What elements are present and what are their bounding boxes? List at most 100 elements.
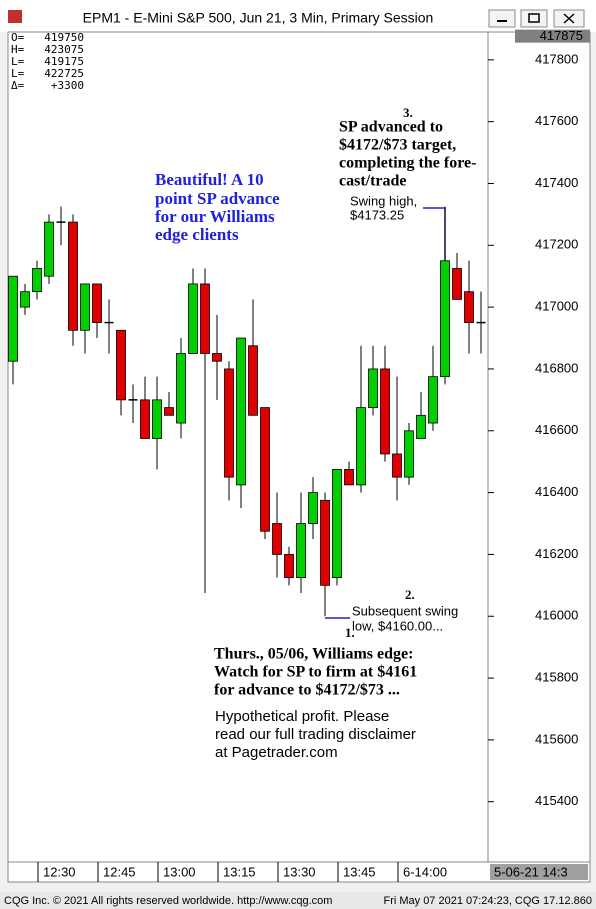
swing-low-note: Subsequent swing (352, 603, 458, 618)
header-value: 419175 (44, 55, 84, 68)
y-tick-label: 415600 (535, 731, 578, 746)
candle-body (200, 283, 210, 354)
candle-body (20, 291, 30, 308)
y-tick-label: 417800 (535, 51, 578, 66)
header-value: 423075 (44, 43, 84, 56)
candle-body (296, 523, 306, 579)
x-tick-label: 12:30 (43, 864, 76, 879)
target-note: $4172/$73 target, (339, 137, 456, 154)
candle-body (8, 275, 18, 362)
edge-note: for advance to $4172/$73 ... (214, 682, 400, 699)
candle-body (464, 291, 474, 323)
candle-body (368, 368, 378, 408)
footer-left: CQG Inc. © 2021 All rights reserved worl… (4, 895, 332, 907)
candle-body (140, 399, 150, 439)
candle-body (44, 221, 54, 277)
minimize-button[interactable] (488, 9, 516, 28)
edge-note: Watch for SP to firm at $4161 (214, 664, 417, 681)
blue-note: for our Williams (155, 207, 275, 226)
disclaimer: at Pagetrader.com (215, 744, 338, 761)
candle-body (236, 337, 246, 486)
candle-body (380, 368, 390, 455)
candle-body (416, 414, 426, 439)
disclaimer: read our full trading disclaimer (215, 726, 416, 743)
candle-body (68, 221, 78, 331)
candle-body (248, 345, 258, 416)
candle-body (188, 283, 198, 354)
y-tick-label: 416600 (535, 422, 578, 437)
footer-right: Fri May 07 2021 07:24:23, CQG 17.12.860 (383, 895, 592, 907)
candle-body (356, 407, 366, 486)
y-tick-label: 416000 (535, 608, 578, 623)
header-value: 422725 (44, 67, 84, 80)
candle-body (332, 469, 342, 579)
x-tick-label: 13:00 (163, 864, 196, 879)
candle-body (224, 368, 234, 478)
y-tick-label: 415800 (535, 670, 578, 685)
header-value: +3300 (51, 79, 84, 92)
x-end-label: 5-06-21 14:3 (494, 864, 568, 879)
maximize-icon (528, 13, 540, 23)
candle-body (152, 399, 162, 439)
blue-note: edge clients (155, 225, 239, 244)
swing-high-note: $4173.25 (350, 207, 404, 222)
swing-low-note: low, $4160.00... (352, 618, 443, 633)
maximize-button[interactable] (520, 9, 548, 28)
y-tick-label: 417600 (535, 113, 578, 128)
candle-body (116, 329, 126, 401)
x-tick-label: 13:15 (223, 864, 256, 879)
status-bar (0, 892, 596, 909)
x-end-box (490, 864, 588, 880)
x-tick-label: 12:45 (103, 864, 136, 879)
y-tick-label: 417200 (535, 237, 578, 252)
y-tick-label: 416200 (535, 546, 578, 561)
annotations: Beautiful! A 10 point SP advance for our… (155, 105, 476, 761)
y-tick-label: 416800 (535, 360, 578, 375)
window-buttons (488, 9, 585, 28)
disclaimer: Hypothetical profit. Please (215, 708, 389, 725)
header-label: L= (11, 55, 25, 68)
y-tick-label: 417400 (535, 175, 578, 190)
candle-body (320, 499, 330, 586)
candle-body (272, 523, 282, 555)
close-icon (563, 13, 575, 24)
x-tick-label: 13:45 (343, 864, 376, 879)
target-note: cast/trade (339, 173, 407, 190)
app-icon (8, 10, 22, 23)
blue-note: point SP advance (155, 189, 280, 208)
swing-high-note: Swing high, (350, 193, 417, 208)
candle-body (344, 469, 354, 486)
candle-body (164, 407, 174, 416)
target-note: SP advanced to (339, 119, 443, 136)
y-tick-label: 417000 (535, 299, 578, 314)
header-value: 419750 (44, 31, 84, 44)
candle-body (284, 554, 294, 579)
candle-body (404, 430, 414, 478)
step-number: 2. (405, 587, 415, 602)
candle-body (428, 376, 438, 424)
x-tick-label: 13:30 (283, 864, 316, 879)
time-axis (7, 861, 591, 883)
candle-body (92, 283, 102, 323)
header-label: L= (11, 67, 25, 80)
candle-body (176, 353, 186, 424)
last-price-box (515, 29, 590, 43)
blue-note: Beautiful! A 10 (155, 170, 264, 189)
edge-note: Thurs., 05/06, Williams edge: (214, 646, 413, 663)
y-tick-label: 415400 (535, 793, 578, 808)
header-label: Δ= (11, 79, 25, 92)
step-number: 3. (403, 105, 413, 120)
candles (8, 206, 486, 617)
candle-body (80, 283, 90, 331)
candle-body (308, 492, 318, 524)
candle-body (452, 268, 462, 300)
last-price-label: 417875 (540, 28, 583, 43)
header-label: H= (11, 43, 25, 56)
candle-body (32, 268, 42, 293)
candle-body (440, 260, 450, 378)
candle-body (392, 453, 402, 478)
header-label: O= (11, 31, 25, 44)
y-tick-label: 416400 (535, 484, 578, 499)
step-number: 1. (345, 625, 355, 640)
